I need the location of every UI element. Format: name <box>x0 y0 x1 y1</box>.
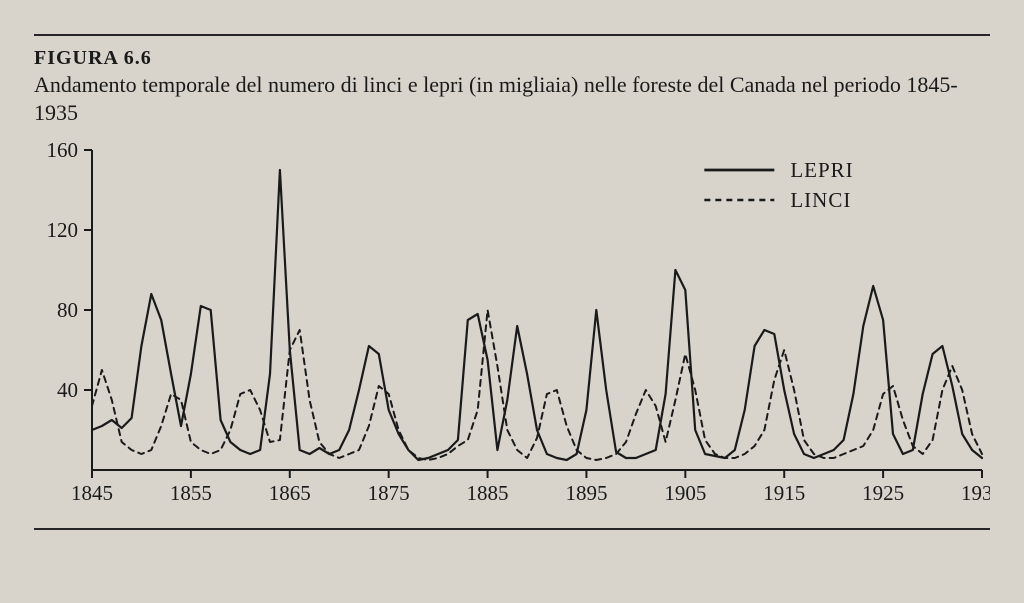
y-tick-label: 40 <box>57 378 78 402</box>
x-tick-label: 1855 <box>170 481 212 505</box>
y-tick-label: 160 <box>47 142 79 162</box>
legend-label-linci: LINCI <box>790 188 851 212</box>
x-tick-label: 1915 <box>763 481 805 505</box>
x-tick-label: 1895 <box>565 481 607 505</box>
legend-label-lepri: LEPRI <box>790 158 853 182</box>
x-tick-label: 1865 <box>269 481 311 505</box>
chart-svg: 40 80 120 160 1845 1855 1865 1875 1885 1895 1905 19… <box>34 142 990 528</box>
page: FIGURA 6.6 Andamento temporale del numer… <box>0 0 1024 603</box>
x-tick-label: 1925 <box>862 481 904 505</box>
series-linci <box>92 310 982 460</box>
x-tick-label: 1935 <box>961 481 990 505</box>
x-tick-label: 1875 <box>368 481 410 505</box>
figure-caption: FIGURA 6.6 Andamento temporale del numer… <box>34 46 990 126</box>
figure-label: FIGURA 6.6 <box>34 47 152 69</box>
y-tick-label: 120 <box>47 218 79 242</box>
x-tick-label: 1905 <box>664 481 706 505</box>
bottom-rule <box>34 528 990 530</box>
figure-title: Andamento temporale del numero di linci … <box>34 72 958 125</box>
x-tick-label: 1845 <box>71 481 113 505</box>
chart: 40 80 120 160 1845 1855 1865 1875 1885 1895 1905 19… <box>34 142 990 528</box>
top-rule <box>34 34 990 36</box>
series-lepri <box>92 170 982 460</box>
x-tick-label: 1885 <box>467 481 509 505</box>
y-tick-label: 80 <box>57 298 78 322</box>
